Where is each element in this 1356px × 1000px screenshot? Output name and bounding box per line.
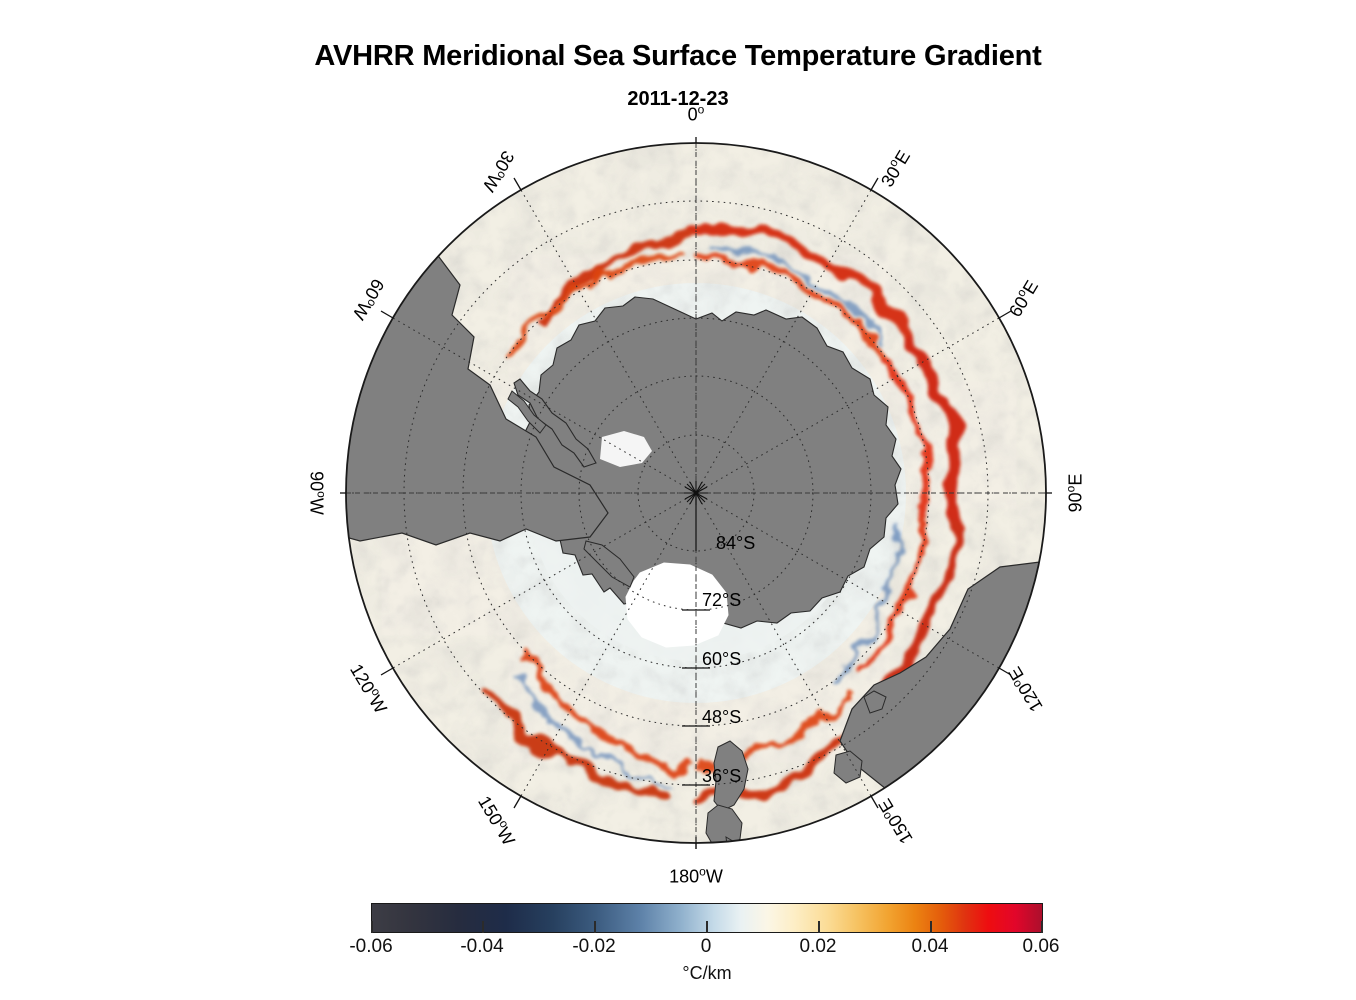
lat-label-60s: 60°S xyxy=(702,649,742,669)
colorbar-ticklabel: 0.02 xyxy=(799,936,837,957)
colorbar-unit-label: °C/km xyxy=(682,963,732,983)
colorbar: -0.06 -0.04 -0.02 0 0.02 0.04 0.06 °C/km xyxy=(349,903,1059,983)
lat-label-36s: 36°S xyxy=(702,766,742,786)
colorbar-tick xyxy=(594,921,596,933)
colorbar-tick xyxy=(930,921,932,933)
colorbar-ticklabel: 0.06 xyxy=(1022,936,1060,957)
colorbar-ticklabel: 0.04 xyxy=(911,936,949,957)
colorbar-tick xyxy=(482,921,484,933)
colorbar-tick xyxy=(818,921,820,933)
colorbar-ticklabel: -0.04 xyxy=(460,936,504,957)
lat-label-84s: 84°S xyxy=(716,533,756,553)
colorbar-ticklabel: 0 xyxy=(700,936,712,957)
lon-label-180w: 180oW xyxy=(669,864,723,887)
longitude-tick-marks xyxy=(340,137,1052,849)
latitude-tick-marks xyxy=(682,493,710,849)
new-zealand-landmass xyxy=(705,740,749,843)
graticule-meridians xyxy=(346,143,1046,843)
lon-label-0: 0o xyxy=(687,102,705,125)
colorbar-tick xyxy=(371,921,373,933)
lon-label-90e: 90oE xyxy=(1063,473,1086,513)
figure-subtitle: 2011-12-23 xyxy=(627,88,729,110)
lat-label-72s: 72°S xyxy=(702,590,742,610)
colorbar-tick xyxy=(1041,921,1043,933)
antarctica-landmass xyxy=(507,296,902,648)
polar-map-svg xyxy=(340,137,1052,849)
polar-map: 0o 30oE 60oE 90oE 120oE 150oE 180oW 150o… xyxy=(307,104,1086,887)
lat-label-48s: 48°S xyxy=(702,707,742,727)
colorbar-tick xyxy=(706,921,708,933)
colorbar-ticklabel: -0.06 xyxy=(349,936,393,957)
figure-title: AVHRR Meridional Sea Surface Temperature… xyxy=(314,40,1042,72)
lon-label-90w: 90oW xyxy=(306,471,329,515)
colorbar-ticklabel: -0.02 xyxy=(572,936,616,957)
